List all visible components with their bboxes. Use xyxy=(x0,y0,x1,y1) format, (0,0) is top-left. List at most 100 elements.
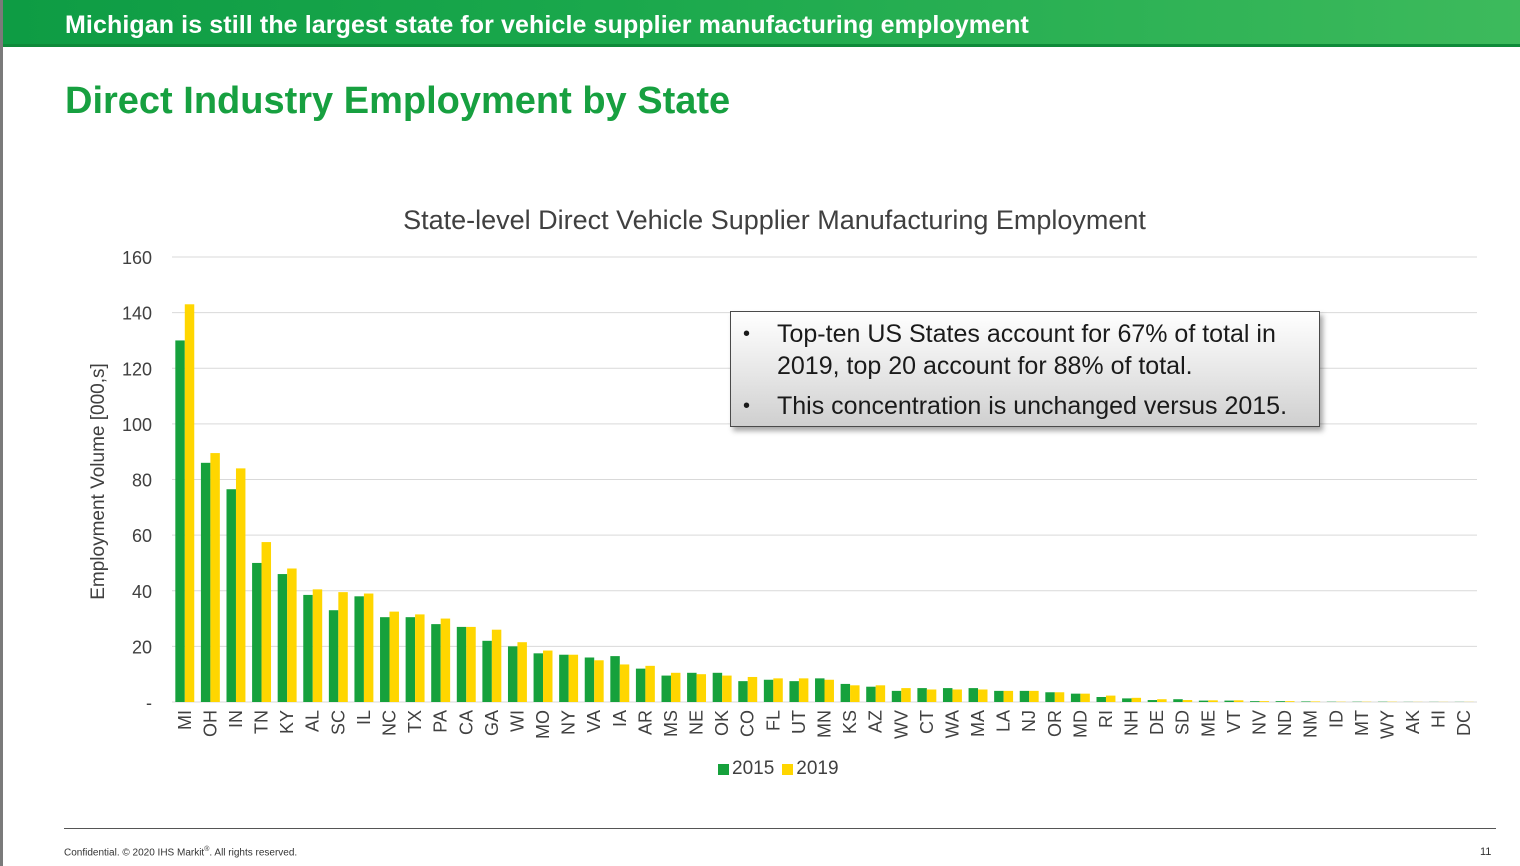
x-tick-label: TX xyxy=(405,710,425,733)
bar-2019 xyxy=(1182,700,1193,702)
bar-2019 xyxy=(875,685,886,702)
callout-text: Top-ten US States account for 67% of tot… xyxy=(777,320,1276,380)
x-tick-label: WY xyxy=(1377,710,1397,739)
bar-2015 xyxy=(584,657,595,702)
slide-title: Direct Industry Employment by State xyxy=(65,80,731,122)
x-tick-label: IA xyxy=(610,710,630,727)
bar-2015 xyxy=(533,653,544,702)
bar-2019 xyxy=(1105,695,1116,702)
bar-2015 xyxy=(1045,692,1055,702)
x-tick-label: MA xyxy=(968,710,988,737)
y-tick-label: - xyxy=(146,693,152,713)
x-tick-label: NC xyxy=(380,710,400,736)
x-tick-label: AR xyxy=(635,710,655,735)
bar-2015 xyxy=(610,656,620,702)
legend-swatch-2015 xyxy=(718,763,729,775)
bar-2019 xyxy=(1208,700,1218,702)
bar-2019 xyxy=(338,592,348,702)
bar-2015 xyxy=(1122,698,1132,702)
bar-2015 xyxy=(1173,699,1183,702)
bar-2015 xyxy=(456,626,467,702)
banner-title: Michigan is still the largest state for … xyxy=(65,11,1029,39)
x-tick-label: IN xyxy=(226,710,246,728)
bar-2015 xyxy=(507,646,518,702)
x-tick-label: WI xyxy=(507,710,527,732)
page-number: 11 xyxy=(1480,846,1492,858)
bar-2015 xyxy=(277,574,288,702)
bar-2019 xyxy=(696,674,707,702)
callout-item: • Top-ten US States account for 67% of t… xyxy=(743,318,1309,382)
bar-2019 xyxy=(1233,700,1244,702)
x-tick-label: VT xyxy=(1224,710,1244,733)
x-tick-label: NE xyxy=(687,710,707,735)
header-banner: Michigan is still the largest state for … xyxy=(3,0,1520,47)
bar-2015 xyxy=(559,654,569,702)
bar-2019 xyxy=(645,665,655,702)
bar-2019 xyxy=(952,689,962,702)
bar-2015 xyxy=(380,617,390,702)
bar-2015 xyxy=(200,462,211,702)
bar-2019 xyxy=(722,675,732,702)
x-tick-label: ND xyxy=(1275,710,1295,736)
bar-2015 xyxy=(917,688,927,702)
bar-2019 xyxy=(543,650,553,702)
bar-2015 xyxy=(1275,701,1286,702)
bar-2019 xyxy=(824,679,834,702)
bar-2015 xyxy=(303,594,313,702)
bar-2019 xyxy=(773,678,783,702)
bar-2019 xyxy=(1131,697,1142,702)
y-tick-label: 20 xyxy=(132,637,152,657)
bar-2019 xyxy=(670,672,681,702)
bar-2019 xyxy=(261,542,272,702)
y-tick-label: 40 xyxy=(132,582,152,602)
bar-2015 xyxy=(354,596,364,702)
bar-2015 xyxy=(1301,701,1311,702)
bullet-icon: • xyxy=(743,323,751,345)
x-tick-label: OK xyxy=(712,710,732,736)
x-tick-label: TN xyxy=(252,710,272,734)
bar-2015 xyxy=(1198,700,1209,702)
x-tick-label: AZ xyxy=(866,710,886,733)
registered-mark: ® xyxy=(204,846,210,853)
x-tick-label: OR xyxy=(1045,710,1065,737)
x-tick-label: MT xyxy=(1352,710,1372,736)
x-tick-label: KY xyxy=(277,710,297,734)
x-tick-label: MO xyxy=(533,710,553,739)
y-tick-label: 120 xyxy=(122,359,152,379)
bar-2019 xyxy=(1259,701,1269,702)
callout-text: This concentration is unchanged versus 2… xyxy=(777,392,1288,420)
bar-2019 xyxy=(901,688,911,702)
bar-2019 xyxy=(1003,690,1014,702)
bar-2019 xyxy=(926,689,937,702)
left-border xyxy=(0,0,3,866)
x-tick-label: RI xyxy=(1096,710,1116,728)
bar-2019 xyxy=(1157,699,1167,702)
bar-2015 xyxy=(328,610,339,702)
x-tick-label: CA xyxy=(456,710,476,735)
bar-2019 xyxy=(440,618,451,702)
bar-2015 xyxy=(661,675,671,702)
y-tick-label: 60 xyxy=(132,526,152,546)
bar-2019 xyxy=(210,453,220,702)
x-tick-label: SD xyxy=(1173,710,1193,735)
bar-2015 xyxy=(482,640,492,702)
x-tick-label: OH xyxy=(200,710,220,737)
x-tick-label: ID xyxy=(1326,710,1346,728)
callout-box: • Top-ten US States account for 67% of t… xyxy=(730,311,1320,427)
legend-label-2019: 2019 xyxy=(796,758,839,779)
bar-2015 xyxy=(226,489,236,702)
x-tick-label: HI xyxy=(1429,710,1449,728)
footer-copyright-prefix: Confidential. © 2020 IHS Markit xyxy=(64,847,205,859)
bar-2019 xyxy=(363,593,374,702)
legend-item-2015: 2015 xyxy=(718,758,774,780)
x-tick-label: ME xyxy=(1198,710,1218,737)
bar-2015 xyxy=(994,690,1004,702)
x-tick-label: IL xyxy=(354,710,374,725)
x-tick-label: NY xyxy=(559,710,579,735)
x-tick-label: CO xyxy=(738,710,758,737)
bar-2015 xyxy=(1224,700,1234,702)
y-tick-label: 140 xyxy=(122,304,152,324)
x-tick-label: KS xyxy=(840,710,860,734)
y-axis-label: Employment Volume [000,s] xyxy=(88,363,109,600)
